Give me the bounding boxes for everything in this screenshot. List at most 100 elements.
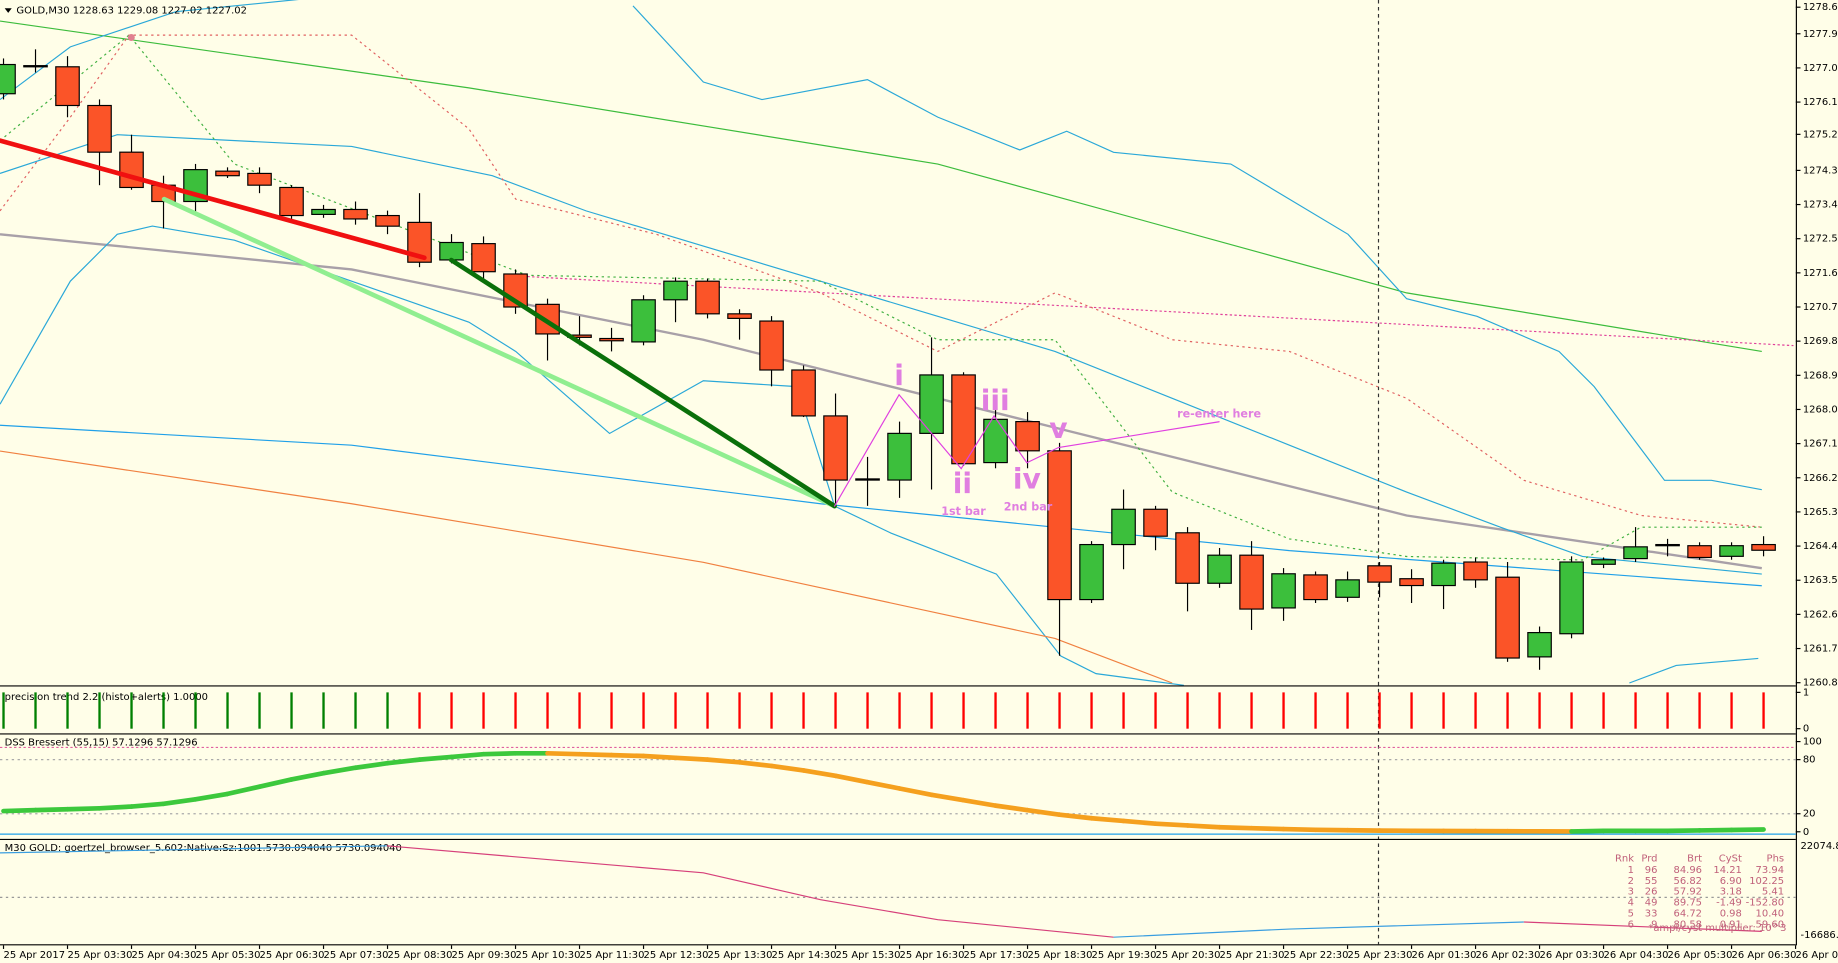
dss-segment [705, 757, 742, 765]
dss-segment [1569, 828, 1606, 834]
time-label: 25 Apr 13:30 [708, 950, 773, 961]
candle-body [791, 369, 816, 417]
candle-body [1047, 450, 1072, 601]
dss-segment [865, 779, 902, 791]
candle-body [1591, 559, 1616, 565]
dss-segment [1089, 815, 1126, 824]
dss-segment [481, 750, 518, 757]
price-label: 1273.40 [1803, 200, 1838, 211]
band-lower [1629, 657, 1759, 684]
ma-line [0, 20, 1762, 353]
time-label: 25 Apr 22:30 [1284, 950, 1349, 961]
dss-segment [577, 751, 614, 758]
candle-body [983, 418, 1008, 464]
indicator-lines [0, 0, 1794, 945]
candle-body [759, 320, 784, 371]
candle-body [1015, 421, 1040, 452]
wave-label: ii [953, 467, 972, 500]
time-label: 26 Apr 05:30 [1668, 950, 1733, 961]
price-label: 1263.50 [1803, 575, 1838, 586]
time-label: 25 Apr 09:30 [452, 950, 517, 961]
dss-segment [1281, 826, 1318, 833]
table-cell: 14.21 [1713, 865, 1742, 876]
wave-zigzag [834, 393, 1220, 507]
dss-segment [289, 770, 326, 782]
annotation: 1st bar [941, 505, 986, 518]
price-label: 1264.40 [1803, 541, 1838, 552]
price-label: 1268.00 [1803, 404, 1838, 415]
dss-segment [1217, 824, 1254, 831]
candle-body [439, 241, 464, 261]
price-label: 1274.30 [1803, 165, 1838, 176]
candle-body [599, 337, 624, 342]
goertzel-line [0, 845, 387, 854]
price-label: 1269.80 [1803, 336, 1838, 347]
table-cell: 89.75 [1674, 898, 1703, 909]
dss-segment [929, 792, 966, 803]
dss-segment [225, 784, 262, 797]
dss-segment [1, 807, 38, 814]
price-label: 1270.70 [1803, 302, 1838, 313]
candle-body [23, 65, 48, 68]
wave-label: i [894, 359, 904, 392]
trendline [161, 196, 837, 509]
price-label: 1277.90 [1803, 29, 1838, 40]
time-label: 25 Apr 15:30 [836, 950, 901, 961]
price-label: 1275.25 [1803, 129, 1838, 140]
dss-segment [1153, 821, 1190, 828]
dss-segment [65, 805, 102, 812]
band-upper [0, 0, 299, 101]
time-label: 26 Apr 06:30 [1732, 950, 1797, 961]
price-label: 1271.60 [1803, 268, 1838, 279]
candle-body [1175, 532, 1200, 584]
table-cell: 3 [1628, 887, 1634, 898]
axis-label: 0 [1803, 724, 1809, 735]
table-cell: 10.40 [1756, 908, 1785, 919]
candle-body [1431, 562, 1456, 587]
dss-segment [257, 777, 294, 790]
time-label: 26 Apr 07:30 [1796, 950, 1838, 961]
dss-segment [769, 763, 806, 773]
dss-segment [353, 760, 390, 771]
price-label: 1265.30 [1803, 507, 1838, 518]
candle-body [1687, 545, 1712, 559]
dss-segment [545, 750, 582, 757]
price-label: 1277.00 [1803, 63, 1838, 74]
time-label: 25 Apr 11:30 [580, 950, 645, 961]
candle-body [311, 208, 336, 215]
table-cell: 57.92 [1674, 887, 1703, 898]
dss-segment [321, 765, 358, 776]
table-cell: 6.90 [1720, 876, 1742, 887]
table-cell: 84.96 [1674, 865, 1703, 876]
candle-body [247, 172, 272, 186]
candle-body [1143, 508, 1168, 537]
candle-body [1719, 545, 1744, 557]
dss-segment [161, 796, 198, 807]
dss-segment [1249, 825, 1286, 832]
dss-segment [1185, 823, 1222, 830]
table-cell: 6 [1628, 919, 1634, 930]
candle-body [1303, 574, 1328, 601]
wave-label: iv [1013, 462, 1041, 495]
menu-arrow[interactable] [4, 8, 12, 13]
dss-segment [993, 803, 1030, 813]
time-label: 26 Apr 03:30 [1540, 950, 1605, 961]
table-cell: 64.72 [1674, 908, 1703, 919]
candle-body [375, 214, 400, 227]
time-label: 25 Apr 12:30 [644, 950, 709, 961]
axis-label: -16686.16 [1800, 930, 1838, 941]
table-header: Brt [1687, 854, 1702, 865]
table-cell: 49 [1645, 898, 1658, 909]
table-cell: -152.80 [1746, 898, 1784, 909]
candle-body [1655, 543, 1680, 547]
table-cell: 26 [1645, 887, 1658, 898]
annotation: 2nd bar [1004, 500, 1053, 513]
trendline [0, 138, 427, 261]
time-label: 25 Apr 18:30 [1028, 950, 1093, 961]
candle-body [215, 170, 240, 177]
long-ma [0, 424, 1762, 587]
dss-segment [833, 773, 870, 785]
dss-segment [801, 768, 838, 779]
panel-borders [0, 0, 1797, 946]
